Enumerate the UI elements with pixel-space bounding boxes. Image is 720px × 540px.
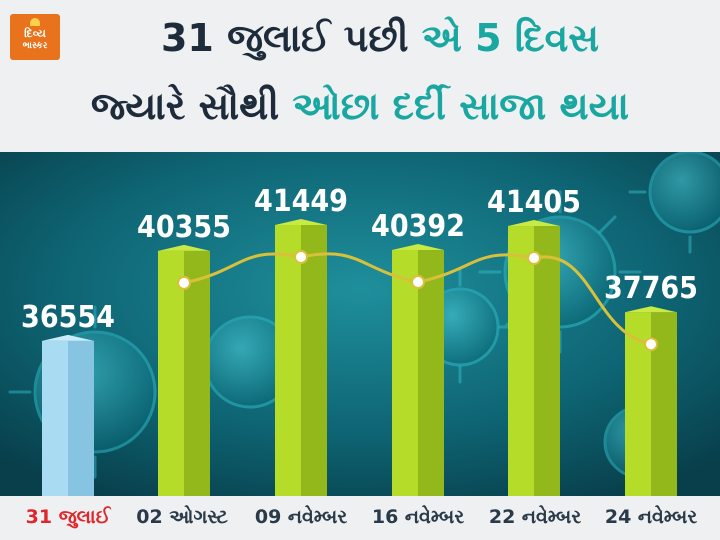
trend-point-2 — [177, 275, 191, 290]
trend-point-5 — [527, 251, 541, 266]
bar-chart: 36554 40355 41449 40392 41405 37765 — [21, 184, 698, 496]
bar-4 — [392, 244, 444, 496]
sun-icon — [30, 18, 40, 26]
bar-2 — [158, 244, 210, 496]
bar-3 — [275, 219, 327, 496]
bar-5 — [508, 220, 560, 496]
bar-1 — [42, 334, 94, 496]
chart-title-line-1: 31 જુલાઈ પછી એ 5 દિવસ — [0, 12, 720, 64]
value-label-3: 41449 — [254, 184, 348, 219]
header: દિવ્ય ભાસ્કર 31 જુલાઈ પછી એ 5 દિવસ જ્યાર… — [0, 0, 720, 152]
x-tick-label-2: 02 ઓગસ્ટ — [136, 506, 228, 528]
title-line-1-highlight: એ 5 દિવસ — [421, 16, 600, 60]
title-line-2-highlight: ઓછા દર્દી સાજા થયા — [292, 84, 630, 128]
x-tick-label-6: 24 નવેમ્બર — [604, 506, 698, 528]
chart-title-line-2: જ્યારે સૌથી ઓછા દર્દી સાજા થયા — [0, 80, 720, 132]
chart-plot-area: 36554 40355 41449 40392 41405 37765 — [0, 152, 720, 496]
bar-6 — [625, 306, 677, 496]
logo-text-top: દિવ્ય — [24, 27, 46, 40]
divya-bhaskar-logo: દિવ્ય ભાસ્કર — [10, 14, 60, 60]
value-label-4: 40392 — [371, 209, 465, 244]
x-axis: 31 જુલાઈ 02 ઓગસ્ટ 09 નવેમ્બર 16 નવેમ્બર 22 ન… — [0, 496, 720, 540]
x-tick-label-4: 16 નવેમ્બર — [371, 506, 465, 528]
value-label-2: 40355 — [137, 210, 231, 245]
value-label-5: 41405 — [487, 185, 581, 220]
logo-text-bottom: ભાસ્કર — [22, 41, 48, 51]
title-line-1-dark: 31 જુલાઈ પછી — [160, 16, 422, 60]
trend-point-4 — [411, 275, 425, 290]
title-line-2-dark: જ્યારે સૌથી — [90, 84, 293, 128]
value-label-6: 37765 — [604, 271, 698, 306]
trend-point-6 — [644, 337, 658, 352]
x-tick-label-5: 22 નવેમ્બર — [488, 506, 582, 528]
trend-point-3 — [294, 250, 308, 264]
x-tick-label-1: 31 જુલાઈ — [25, 506, 111, 528]
x-tick-label-3: 09 નવેમ્બર — [254, 506, 348, 528]
value-label-1: 36554 — [21, 300, 115, 335]
